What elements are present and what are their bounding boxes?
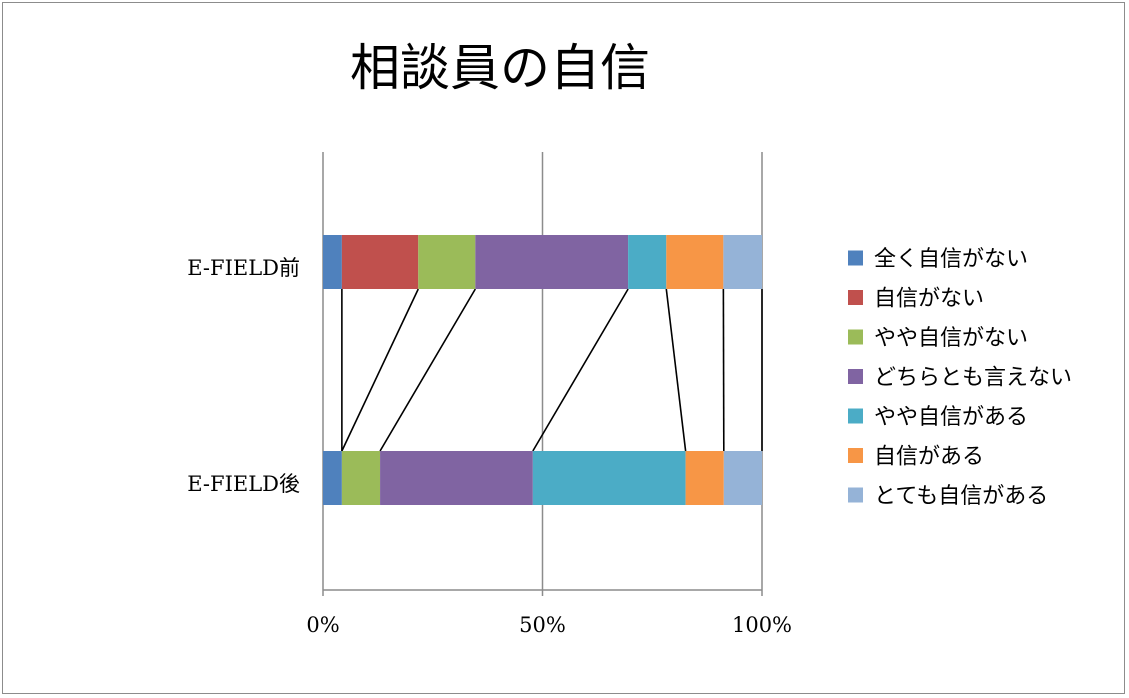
legend-swatch bbox=[848, 290, 863, 305]
connector-line bbox=[341, 288, 419, 452]
chart-title: 相談員の自信 bbox=[350, 39, 650, 97]
bar-segment bbox=[723, 451, 762, 505]
legend-label: とても自信がある bbox=[874, 484, 1048, 509]
bar-segment bbox=[685, 451, 724, 505]
category-label: E-FIELD前 bbox=[187, 256, 300, 280]
bar-segment bbox=[475, 235, 629, 289]
bar-segment bbox=[323, 235, 342, 289]
legend-label: 全く自信がない bbox=[874, 247, 1028, 272]
bar-segment bbox=[666, 235, 724, 289]
legend-swatch bbox=[848, 329, 863, 345]
legend-swatch bbox=[848, 448, 863, 463]
legend-label: やや自信がある bbox=[874, 405, 1028, 430]
bar-segment bbox=[418, 235, 476, 289]
legend-label: どちらとも言えない bbox=[874, 366, 1072, 391]
bar-segment bbox=[341, 451, 381, 505]
x-tick-label: 50% bbox=[519, 613, 566, 637]
legend-label: 自信がある bbox=[874, 445, 984, 470]
x-tick-label: 100% bbox=[732, 613, 792, 637]
legend-swatch bbox=[848, 250, 863, 266]
bar-segment bbox=[323, 451, 342, 505]
bar-segment bbox=[341, 235, 419, 289]
bar-segment bbox=[380, 451, 533, 505]
legend-swatch bbox=[848, 487, 863, 503]
bar-segment bbox=[723, 235, 762, 289]
legend-swatch bbox=[848, 369, 863, 384]
legend-swatch bbox=[848, 408, 863, 424]
connector-line bbox=[532, 288, 629, 452]
connector-line bbox=[379, 288, 477, 452]
connector-line bbox=[665, 288, 687, 452]
x-tick-label: 0% bbox=[306, 613, 339, 637]
legend-label: 自信がない bbox=[874, 287, 984, 312]
legend-label: やや自信がない bbox=[874, 326, 1028, 351]
bar-segment bbox=[532, 451, 686, 505]
category-label: E-FIELD後 bbox=[187, 472, 300, 496]
bar-segment bbox=[628, 235, 667, 289]
